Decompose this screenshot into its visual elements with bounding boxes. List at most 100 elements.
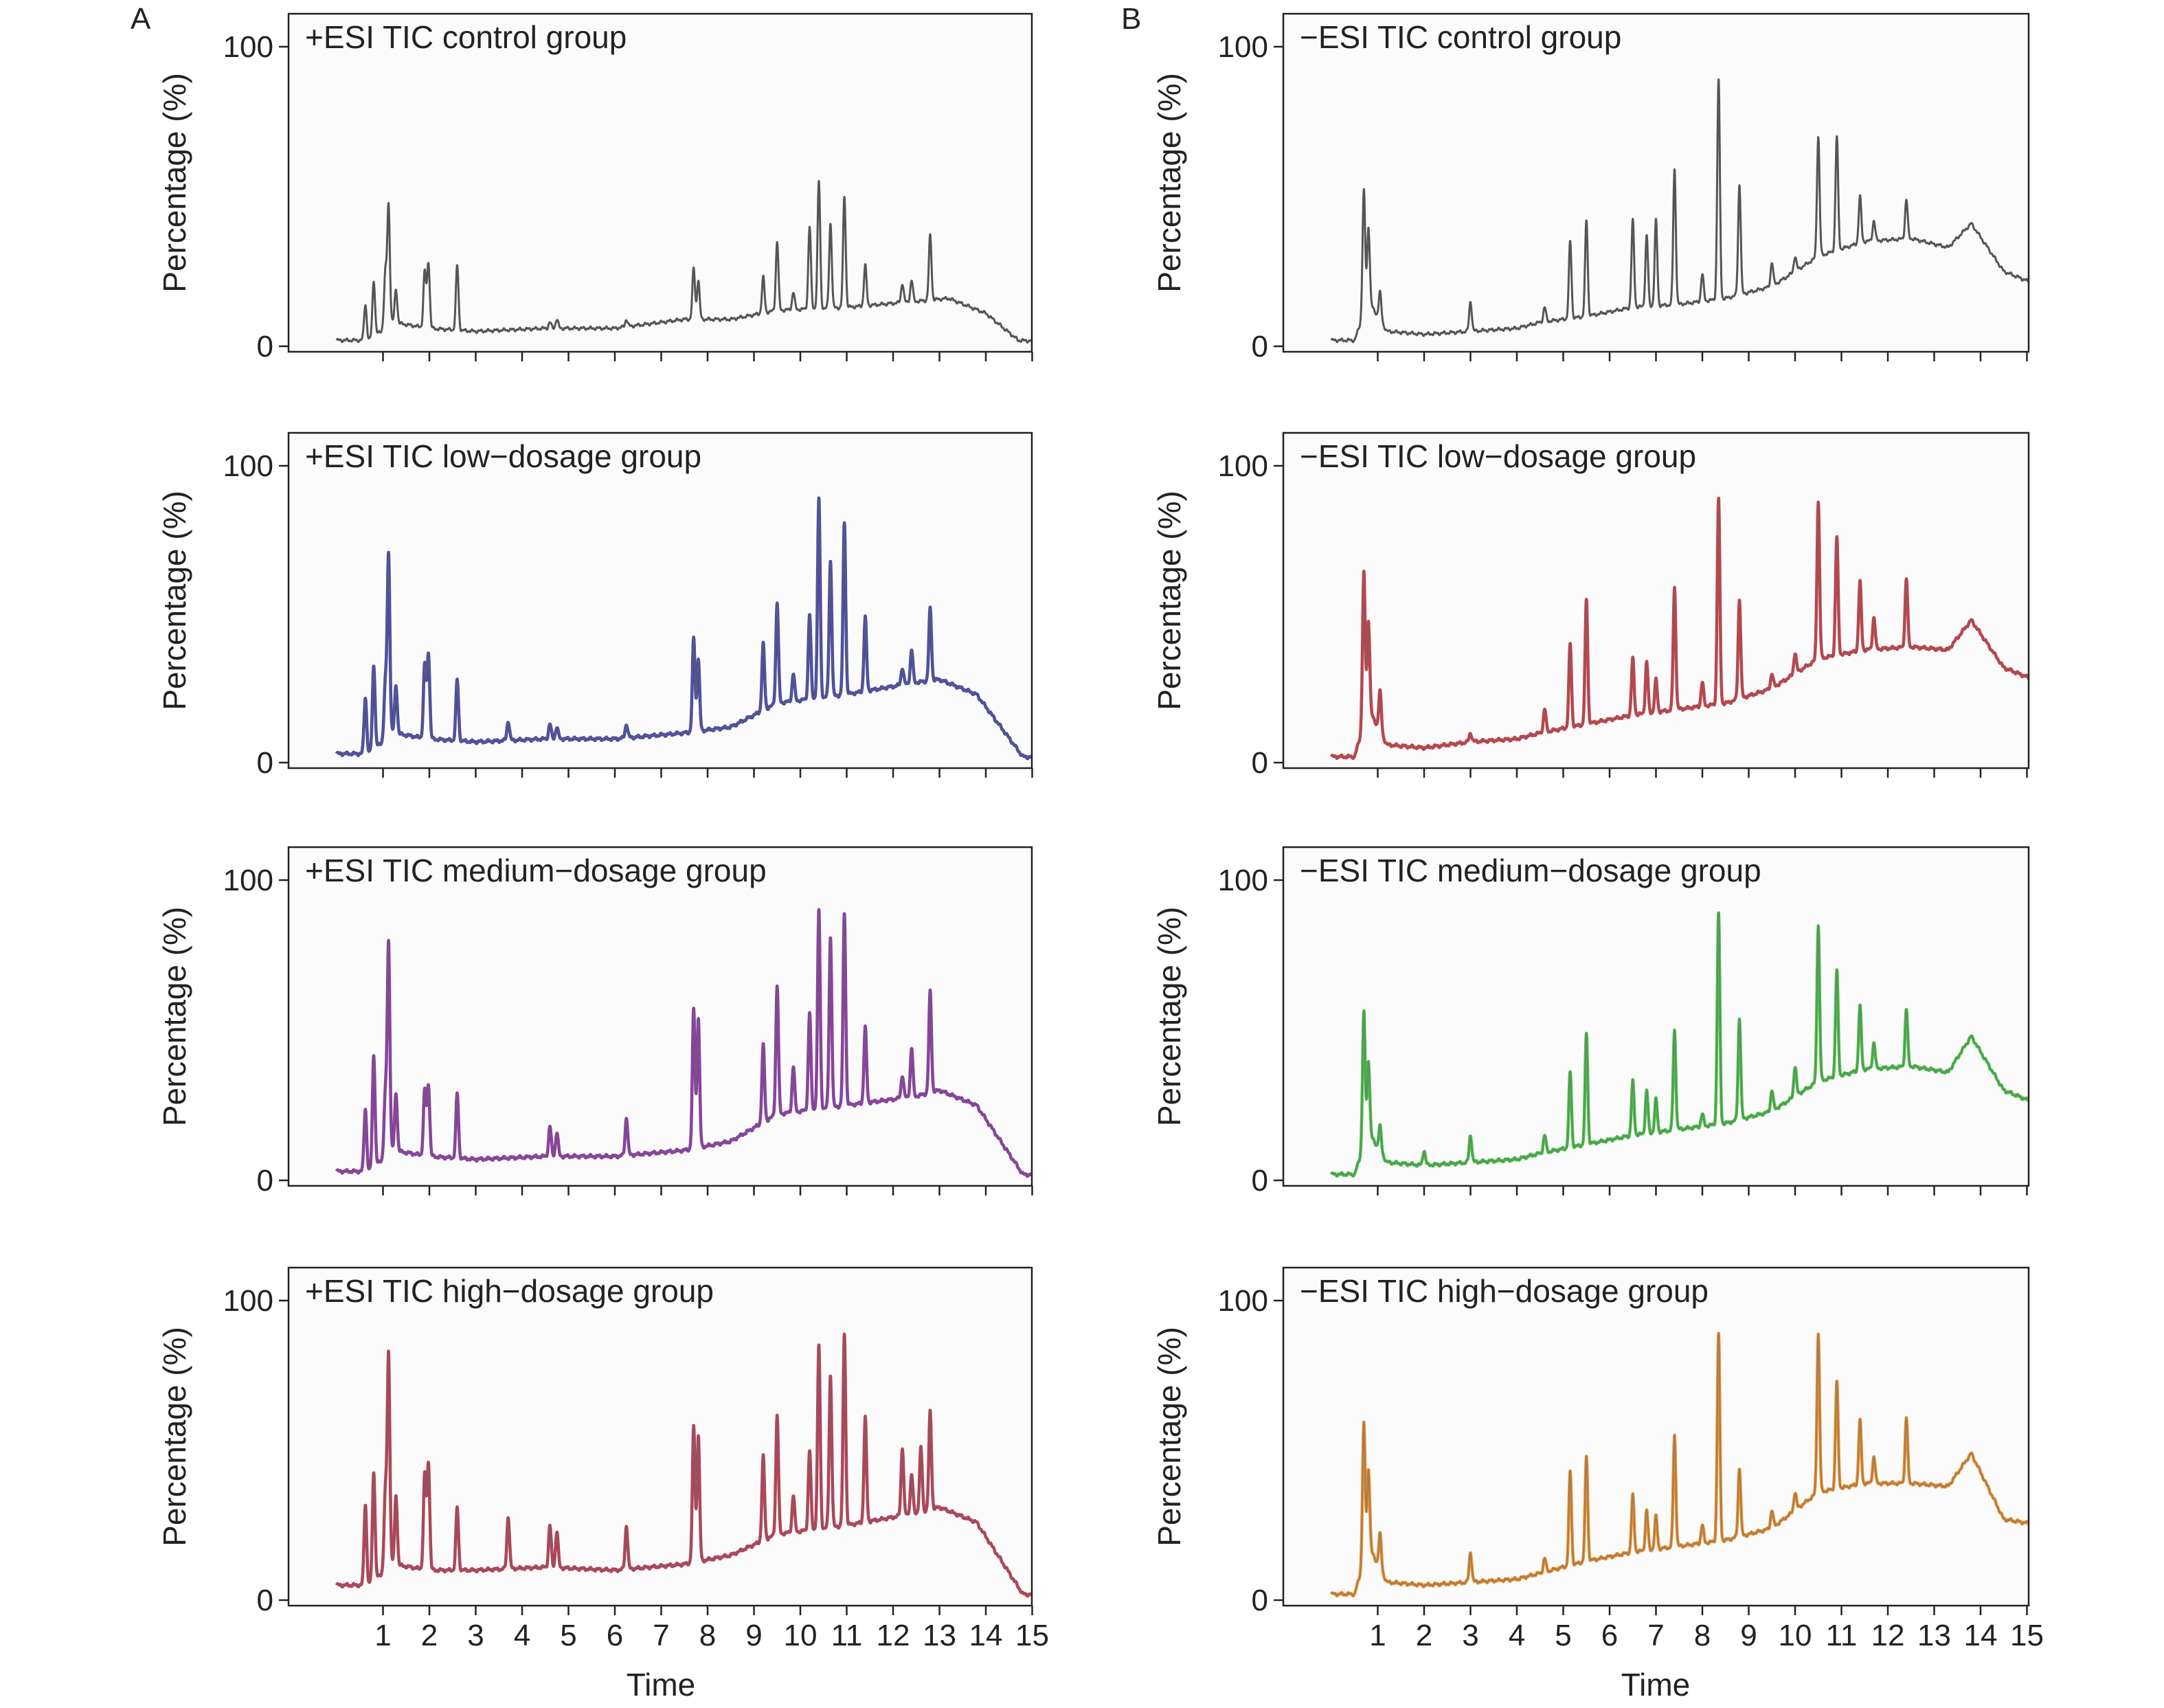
x-tick-label: 4: [514, 1619, 530, 1652]
trace-group: [335, 908, 1031, 1178]
y-axis-label: Percentage (%): [157, 1327, 192, 1547]
chart-b-0: −ESI TIC control group 0 100 Percentage (%): [1151, 12, 2030, 363]
y-tick-label: 0: [1252, 1164, 1268, 1198]
trace-group: [335, 496, 1031, 761]
x-tick-label: 7: [653, 1619, 669, 1652]
chart-a-1: +ESI TIC low−dosage group 0 100 Percentage …: [157, 431, 1033, 780]
x-axis-label-a: Time: [627, 1667, 696, 1703]
x-tick-label: 9: [1740, 1619, 1757, 1652]
chart-b-1: −ESI TIC low−dosage group 0 100 Percentage …: [1151, 431, 2030, 780]
x-tick-label: 1: [374, 1619, 391, 1652]
chart-b-2: −ESI TIC medium−dosage group 0 100 Percenta…: [1151, 846, 2030, 1198]
y-tick-label: 100: [223, 30, 273, 64]
chart-a-3: +ESI TIC high−dosage group 0 100 Percentage…: [157, 1266, 1049, 1652]
x-tick-label: 10: [784, 1619, 818, 1652]
plot-frame: [1282, 12, 2030, 353]
chart-title: −ESI TIC low−dosage group: [1300, 438, 1696, 474]
x-tick-label: 3: [1462, 1619, 1478, 1652]
x-tick-label: 4: [1509, 1619, 1525, 1652]
series-line-overlay: [336, 1333, 1031, 1597]
series-line-overlay: [1330, 912, 2028, 1177]
y-axis-label: Percentage (%): [157, 491, 192, 710]
x-tick-label: 15: [1015, 1619, 1049, 1652]
plot-frame: [1282, 1266, 2030, 1607]
chart-title: −ESI TIC medium−dosage group: [1300, 853, 1761, 888]
y-axis-label: Percentage (%): [1151, 907, 1187, 1127]
y-tick-label: 0: [1252, 1584, 1268, 1617]
series-line-overlay: [336, 908, 1031, 1178]
y-tick-label: 100: [223, 864, 273, 897]
y-tick-label: 0: [1252, 746, 1268, 780]
plot-frame: [287, 846, 1033, 1187]
trace-group: [1330, 78, 2028, 344]
y-axis-label: Percentage (%): [157, 73, 192, 293]
x-tick-label: 7: [1647, 1619, 1664, 1652]
y-axis-label: Percentage (%): [157, 907, 192, 1127]
x-axis-label-b: Time: [1621, 1667, 1691, 1703]
x-tick-label: 5: [560, 1619, 576, 1652]
y-tick-label: 0: [257, 1584, 273, 1617]
y-tick-label: 100: [223, 1284, 273, 1318]
plot-frame: [287, 1266, 1033, 1607]
x-tick-label: 13: [923, 1619, 956, 1652]
chart-a-0: +ESI TIC control group 0 100 Percentage (%): [157, 12, 1033, 363]
x-tick-label: 8: [1694, 1619, 1711, 1652]
x-tick-label: 12: [877, 1619, 910, 1652]
y-tick-label: 0: [257, 1164, 273, 1198]
y-tick-label: 100: [1218, 30, 1268, 64]
plot-frame: [1282, 846, 2030, 1187]
chart-title: +ESI TIC low−dosage group: [305, 438, 701, 474]
x-tick-label: 1: [1369, 1619, 1386, 1652]
x-tick-label: 10: [1779, 1619, 1812, 1652]
x-tick-label: 2: [1416, 1619, 1432, 1652]
y-tick-label: 0: [257, 746, 273, 780]
y-axis-label: Percentage (%): [1151, 73, 1187, 293]
y-tick-label: 100: [223, 449, 273, 483]
plot-frame: [1282, 431, 2030, 769]
chart-title: −ESI TIC high−dosage group: [1300, 1273, 1709, 1309]
trace-group: [335, 1332, 1031, 1598]
y-tick-label: 100: [1218, 449, 1268, 483]
chart-title: +ESI TIC high−dosage group: [305, 1273, 714, 1309]
x-tick-label: 14: [969, 1619, 1003, 1652]
y-tick-label: 100: [1218, 1284, 1268, 1318]
x-tick-label: 8: [699, 1619, 716, 1652]
x-tick-label: 14: [1964, 1619, 1998, 1652]
series-line-overlay: [1331, 1332, 2028, 1597]
chart-title: +ESI TIC medium−dosage group: [305, 853, 767, 888]
chart-a-2: +ESI TIC medium−dosage group 0 100 Percenta…: [157, 846, 1033, 1198]
x-tick-label: 13: [1917, 1619, 1951, 1652]
chart-b-3: −ESI TIC high−dosage group 0 100 Percentage…: [1151, 1266, 2044, 1652]
series-line-overlay: [336, 497, 1031, 760]
trace-group: [335, 179, 1031, 344]
trace-group: [1329, 496, 2028, 761]
x-tick-label: 12: [1871, 1619, 1905, 1652]
x-tick-label: 9: [745, 1619, 762, 1652]
x-tick-label: 15: [2010, 1619, 2044, 1652]
panel-label-a: A: [131, 2, 151, 36]
x-tick-label: 11: [1826, 1619, 1858, 1652]
x-tick-label: 5: [1555, 1619, 1571, 1652]
chart-title: −ESI TIC control group: [1300, 19, 1621, 55]
chart-title: +ESI TIC control group: [305, 19, 627, 55]
trace-group: [1329, 911, 2028, 1178]
series-line: [1330, 78, 2028, 344]
y-axis-label: Percentage (%): [1151, 491, 1187, 710]
y-tick-label: 0: [1252, 330, 1268, 363]
x-tick-label: 6: [1601, 1619, 1618, 1652]
trace-group: [1329, 1331, 2028, 1598]
x-tick-label: 3: [467, 1619, 484, 1652]
y-axis-label: Percentage (%): [1151, 1327, 1187, 1547]
x-tick-label: 6: [607, 1619, 623, 1652]
series-line-overlay: [1331, 497, 2028, 759]
panel-label-b: B: [1121, 2, 1141, 36]
plot-frame: [287, 431, 1033, 769]
series-line: [335, 179, 1031, 344]
x-tick-label: 11: [831, 1619, 863, 1652]
y-tick-label: 0: [257, 330, 273, 363]
x-tick-label: 2: [421, 1619, 438, 1652]
plot-frame: [287, 12, 1033, 353]
y-tick-label: 100: [1218, 864, 1268, 897]
